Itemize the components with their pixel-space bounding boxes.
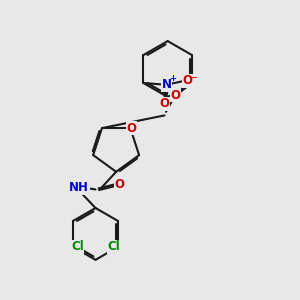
Text: −: − xyxy=(190,73,198,83)
Text: Cl: Cl xyxy=(71,240,84,254)
Text: O: O xyxy=(127,122,137,135)
Text: O: O xyxy=(115,178,125,191)
Text: +: + xyxy=(169,74,176,82)
Text: Cl: Cl xyxy=(107,240,120,254)
Text: O: O xyxy=(171,89,181,102)
Text: N: N xyxy=(161,78,171,91)
Text: NH: NH xyxy=(69,181,89,194)
Text: O: O xyxy=(159,97,169,110)
Text: O: O xyxy=(183,74,193,88)
